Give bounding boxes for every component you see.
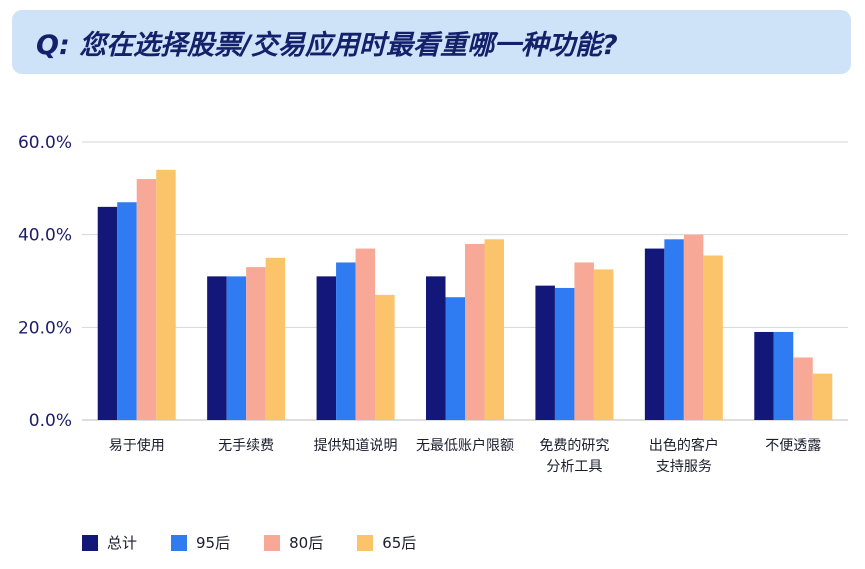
question-title: Q: 您在选择股票/交易应用时最看重哪一种功能? bbox=[36, 29, 618, 61]
legend-item: 95后 bbox=[171, 532, 230, 553]
bar-65后-5 bbox=[703, 255, 723, 420]
bar-65后-1 bbox=[265, 257, 286, 420]
x-tick-label: 无手续费 bbox=[218, 437, 274, 454]
x-tick-label: 易于使用 bbox=[109, 437, 165, 454]
bar-总计-3 bbox=[426, 276, 446, 420]
bar-65后-3 bbox=[484, 239, 504, 420]
bar-总计-1 bbox=[207, 276, 227, 420]
legend-label: 总计 bbox=[107, 534, 138, 552]
x-tick-label: 出色的客户 bbox=[649, 437, 719, 454]
y-tick-label: 0.0% bbox=[29, 411, 72, 431]
y-tick-label: 60.0% bbox=[18, 133, 72, 153]
bar-总计-0 bbox=[97, 206, 118, 420]
bar-95后-4 bbox=[554, 287, 575, 420]
legend-swatch bbox=[357, 534, 374, 551]
legend-item: 总计 bbox=[82, 532, 137, 553]
bar-95后-6 bbox=[773, 331, 794, 420]
x-tick-label: 无最低账户限额 bbox=[416, 437, 514, 454]
x-tick-label: 支持服务 bbox=[656, 459, 712, 475]
bar-总计-4 bbox=[535, 285, 555, 420]
bar-65后-2 bbox=[375, 294, 395, 420]
bar-95后-5 bbox=[664, 239, 684, 420]
y-tick-label: 20.0% bbox=[18, 318, 72, 338]
bar-80后-2 bbox=[355, 248, 376, 420]
bar-总计-5 bbox=[644, 248, 665, 420]
bar-chart: 0.0% 20.0% 40.0% 60.0% 易于使用 无手续费 提供知道说明 无最低账户限额… bbox=[18, 133, 848, 475]
legend-label: 80后 bbox=[289, 534, 324, 552]
bar-65后-6 bbox=[812, 373, 833, 420]
x-tick-label: 提供知道说明 bbox=[314, 437, 398, 454]
legend-swatch bbox=[264, 534, 281, 551]
bar-80后-3 bbox=[465, 243, 485, 420]
legend-label: 95后 bbox=[196, 534, 231, 552]
x-tick-label: 不便透露 bbox=[765, 438, 821, 454]
bar-65后-4 bbox=[593, 269, 614, 420]
bar-95后-1 bbox=[226, 276, 247, 420]
bar-80后-4 bbox=[574, 262, 594, 420]
bar-80后-0 bbox=[136, 179, 157, 420]
bar-95后-3 bbox=[445, 297, 465, 420]
bar-总计-6 bbox=[754, 331, 774, 420]
bar-80后-5 bbox=[683, 234, 704, 420]
legend-item: 65后 bbox=[357, 532, 416, 553]
bar-80后-6 bbox=[793, 357, 813, 420]
question-banner: Q: 您在选择股票/交易应用时最看重哪一种功能? bbox=[12, 10, 851, 74]
bar-95后-0 bbox=[117, 202, 137, 420]
legend-swatch bbox=[82, 534, 98, 551]
bar-65后-0 bbox=[156, 169, 176, 420]
bar-95后-2 bbox=[336, 262, 356, 420]
legend-swatch bbox=[171, 534, 188, 551]
x-tick-label: 免费的研究 bbox=[539, 438, 609, 454]
y-tick-label: 40.0% bbox=[18, 226, 72, 246]
legend-item: 80后 bbox=[264, 532, 323, 553]
bar-80后-1 bbox=[246, 267, 266, 420]
bar-总计-2 bbox=[316, 276, 337, 420]
x-tick-label: 分析工具 bbox=[546, 459, 602, 475]
legend-label: 65后 bbox=[382, 534, 417, 552]
legend: 总计 95后 80后 65后 bbox=[82, 532, 450, 553]
